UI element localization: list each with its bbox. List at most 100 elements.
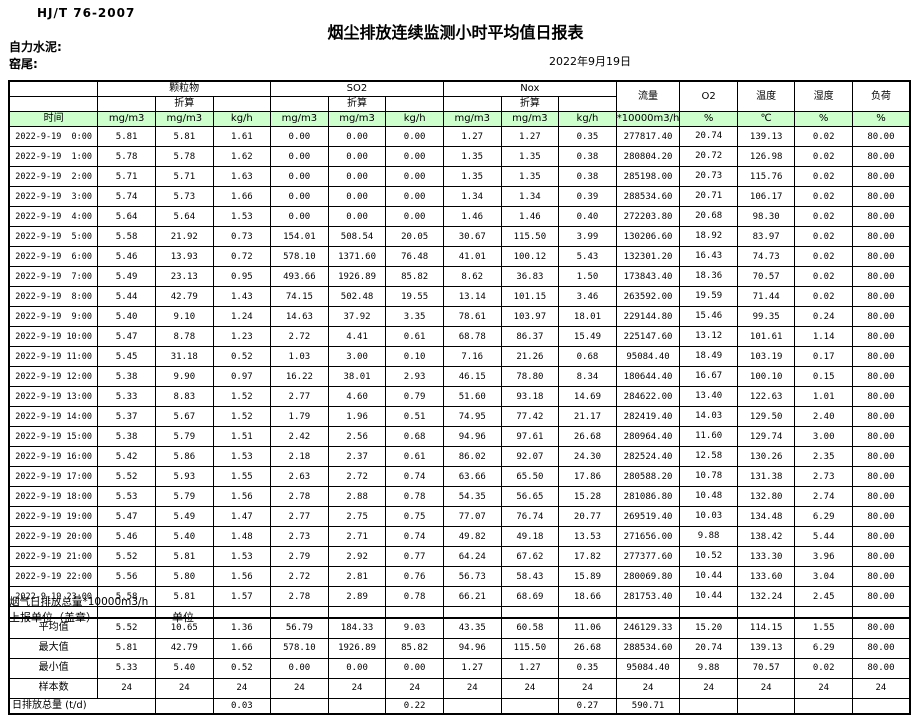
value-cell: 80.00 (851, 506, 911, 527)
value-cell: 86.37 (500, 326, 560, 347)
summary-value-cell: 114.15 (736, 617, 796, 639)
time-cell: 2022-9-19 11:00 (8, 346, 99, 367)
value-cell: 4.41 (327, 326, 387, 347)
value-cell: 5.74 (97, 186, 156, 207)
value-cell: 26.68 (558, 426, 617, 447)
daily-total-cell (794, 697, 853, 714)
value-cell: 5.86 (154, 446, 214, 467)
value-cell: 78.61 (442, 306, 502, 327)
value-cell: 103.19 (736, 346, 796, 367)
value-cell: 5.64 (97, 206, 156, 227)
time-cell: 2022-9-19 8:00 (8, 286, 99, 307)
daily-total-cell (851, 697, 911, 714)
daily-total-cell (327, 697, 387, 714)
value-cell: 0.74 (385, 466, 444, 487)
value-cell: 70.57 (736, 266, 796, 287)
value-cell: 71.44 (736, 286, 796, 307)
time-header: 时间 (8, 111, 99, 127)
value-cell: 0.00 (270, 206, 329, 227)
spacer-cell (794, 606, 853, 619)
value-cell: 93.18 (500, 386, 560, 407)
value-cell: 8.62 (442, 266, 502, 287)
report-unit-label: 上报单位（盖章） (9, 611, 97, 624)
value-cell: 5.78 (154, 146, 214, 167)
value-cell: 101.15 (500, 286, 560, 307)
daily-total-cell (500, 697, 560, 714)
column-header: O2 (679, 80, 738, 112)
value-cell: 5.33 (97, 386, 156, 407)
value-cell: 92.07 (500, 446, 560, 467)
value-cell: 21.26 (500, 346, 560, 367)
summary-value-cell: 0.02 (794, 657, 853, 679)
spacer-cell (679, 606, 738, 619)
value-cell: 80.00 (851, 446, 911, 467)
value-cell: 0.74 (385, 526, 444, 547)
value-cell: 0.02 (794, 166, 853, 187)
value-cell: 20.71 (679, 186, 738, 207)
value-cell: 2.42 (270, 426, 329, 447)
value-cell: 80.00 (851, 386, 911, 407)
time-cell: 2022-9-19 13:00 (8, 386, 99, 407)
value-cell: 2.89 (327, 586, 387, 607)
hour-row: 2022-9-19 4:00 5.64 5.64 1.53 0.00 0.00 0.00 1.… (8, 206, 911, 227)
value-cell: 1.56 (212, 566, 272, 587)
value-cell: 86.02 (442, 446, 502, 467)
value-cell: 20.68 (679, 206, 738, 227)
value-cell: 2.72 (270, 566, 329, 587)
value-cell: 31.18 (154, 346, 214, 367)
value-cell: 2.35 (794, 446, 853, 467)
value-cell: 280069.80 (615, 566, 681, 587)
value-cell: 80.00 (851, 326, 911, 347)
value-cell: 1.96 (327, 406, 387, 427)
value-cell: 2.74 (794, 486, 853, 507)
converted-subheader: 折算 (500, 96, 560, 112)
value-cell: 8.83 (154, 386, 214, 407)
value-cell: 1.03 (270, 346, 329, 367)
value-cell: 5.81 (154, 546, 214, 567)
value-cell: 100.10 (736, 366, 796, 387)
value-cell: 0.17 (794, 346, 853, 367)
unit-header: % (851, 111, 911, 127)
value-cell: 58.43 (500, 566, 560, 587)
value-cell: 80.00 (851, 426, 911, 447)
value-cell: 263592.00 (615, 286, 681, 307)
value-cell: 80.00 (851, 246, 911, 267)
value-cell: 65.50 (500, 466, 560, 487)
value-cell: 2.75 (327, 506, 387, 527)
value-cell: 41.01 (442, 246, 502, 267)
summary-value-cell: 24 (851, 677, 911, 699)
summary-value-cell: 5.81 (97, 637, 156, 659)
value-cell: 15.49 (558, 326, 617, 347)
summary-value-cell: 5.52 (97, 617, 156, 639)
value-cell: 2.92 (327, 546, 387, 567)
hour-row: 2022-9-19 17:00 5.52 5.93 1.55 2.63 2.72 0.74 6… (8, 466, 911, 487)
spacer-cell (500, 606, 560, 619)
time-header-blank (8, 96, 99, 112)
value-cell: 80.00 (851, 546, 911, 567)
value-cell: 282524.40 (615, 446, 681, 467)
value-cell: 94.96 (442, 426, 502, 447)
value-cell: 132.80 (736, 486, 796, 507)
value-cell: 3.00 (327, 346, 387, 367)
value-cell: 0.00 (327, 186, 387, 207)
hour-row: 2022-9-19 3:00 5.74 5.73 1.66 0.00 0.00 0.00 1.… (8, 186, 911, 207)
summary-value-cell: 24 (212, 677, 272, 699)
value-cell: 280964.40 (615, 426, 681, 447)
hour-row: 2022-9-19 8:00 5.44 42.79 1.43 74.15 502.48 19… (8, 286, 911, 307)
time-cell: 2022-9-19 19:00 (8, 506, 99, 527)
value-cell: 0.00 (270, 146, 329, 167)
spacer-cell (615, 606, 681, 619)
time-cell: 2022-9-19 14:00 (8, 406, 99, 427)
daily-total-cell (442, 697, 502, 714)
value-cell: 56.65 (500, 486, 560, 507)
value-cell: 5.44 (97, 286, 156, 307)
spacer-cell (212, 606, 272, 619)
value-cell: 0.95 (212, 266, 272, 287)
value-cell: 68.69 (500, 586, 560, 607)
value-cell: 0.02 (794, 146, 853, 167)
value-cell: 5.52 (97, 466, 156, 487)
value-cell: 63.66 (442, 466, 502, 487)
value-cell: 1.52 (212, 406, 272, 427)
value-cell: 1.47 (212, 506, 272, 527)
value-cell: 83.97 (736, 226, 796, 247)
